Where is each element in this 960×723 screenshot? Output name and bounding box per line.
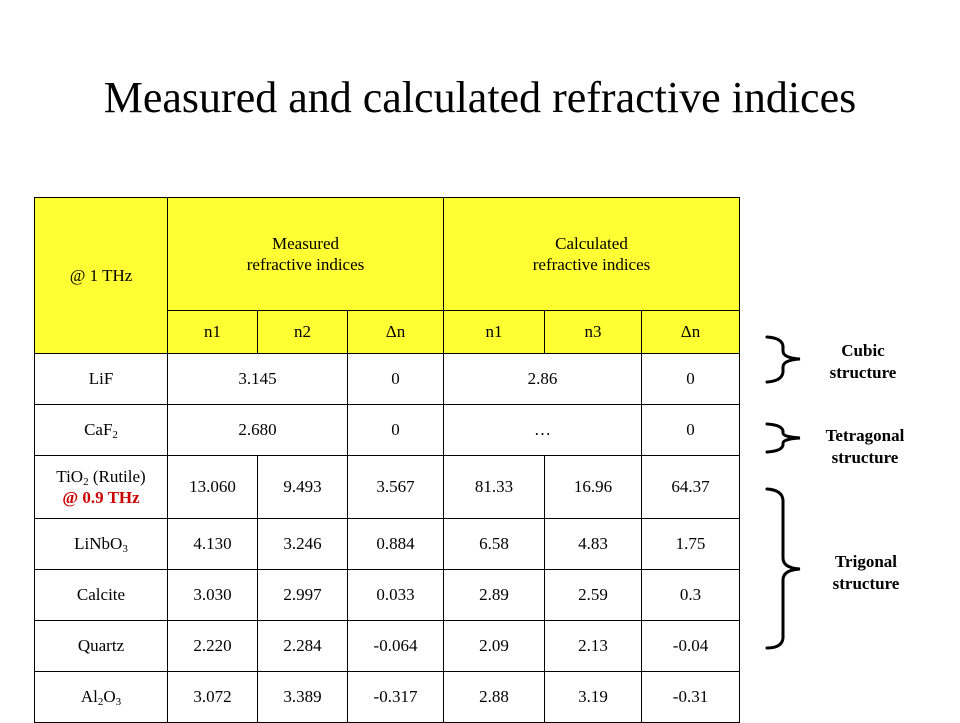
subheader-n3-calculated: n3	[544, 310, 642, 354]
subheader-delta-calculated: Δn	[641, 310, 740, 354]
refractive-index-table: @ 1 THz Measured refractive indices Calc…	[34, 197, 740, 723]
table-cell: 4.130	[167, 518, 258, 570]
material-name: Quartz	[34, 620, 168, 672]
table-cell: 13.060	[167, 455, 258, 519]
subheader-n1-measured: n1	[167, 310, 258, 354]
frequency-note: @ 0.9 THz	[62, 488, 140, 507]
calculated-value: …	[443, 404, 642, 456]
subheader-n2-measured: n2	[257, 310, 348, 354]
table-cell: 0.033	[347, 569, 444, 621]
table-cell: 2.09	[443, 620, 545, 672]
table-cell: 2.88	[443, 671, 545, 723]
material-name: CaF2	[34, 404, 168, 456]
calculated-value: 2.86	[443, 353, 642, 405]
calculated-delta: 0	[641, 353, 740, 405]
table-cell: 3.567	[347, 455, 444, 519]
table-cell: 0.884	[347, 518, 444, 570]
table-cell: -0.04	[641, 620, 740, 672]
table-cell: 2.59	[544, 569, 642, 621]
table-cell: 1.75	[641, 518, 740, 570]
trigonal-structure-label: Trigonal structure	[832, 552, 900, 593]
table-row: Al2O3 3.072 3.389 -0.317 2.88 3.19 -0.31	[34, 671, 740, 723]
table-cell: -0.064	[347, 620, 444, 672]
calculated-delta: 0	[641, 404, 740, 456]
table-row: LiF 3.145 0 2.86 0	[34, 353, 740, 405]
table-row: Calcite 3.030 2.997 0.033 2.89 2.59 0.3	[34, 569, 740, 621]
table-cell: 16.96	[544, 455, 642, 519]
corner-header: @ 1 THz	[34, 197, 168, 354]
table-row: TiO2 (Rutile) @ 0.9 THz 13.060 9.493 3.5…	[34, 455, 740, 519]
trigonal-brace-icon	[765, 487, 801, 650]
cubic-brace-icon	[765, 335, 801, 384]
calculated-header: Calculated refractive indices	[443, 197, 740, 311]
material-name: Al2O3	[34, 671, 168, 723]
measured-header: Measured refractive indices	[167, 197, 444, 311]
table-row: CaF2 2.680 0 … 0	[34, 404, 740, 456]
tetragonal-structure-label: Tetragonal structure	[825, 426, 905, 467]
table-cell: 3.19	[544, 671, 642, 723]
material-name: LiNbO3	[34, 518, 168, 570]
table-cell: 2.13	[544, 620, 642, 672]
table-cell: -0.317	[347, 671, 444, 723]
table-cell: -0.31	[641, 671, 740, 723]
table-cell: 3.030	[167, 569, 258, 621]
measured-delta: 0	[347, 353, 444, 405]
material-name: LiF	[34, 353, 168, 405]
measured-value: 3.145	[167, 353, 348, 405]
table-cell: 2.89	[443, 569, 545, 621]
table-cell: 2.997	[257, 569, 348, 621]
calculated-header-line2: refractive indices	[532, 255, 651, 274]
table-cell: 3.246	[257, 518, 348, 570]
subheader-delta-measured: Δn	[347, 310, 444, 354]
measured-delta: 0	[347, 404, 444, 456]
table-row: LiNbO3 4.130 3.246 0.884 6.58 4.83 1.75	[34, 518, 740, 570]
measured-header-line1: Measured	[271, 234, 340, 253]
table-cell: 9.493	[257, 455, 348, 519]
table-cell: 2.284	[257, 620, 348, 672]
tetragonal-brace-icon	[765, 422, 801, 454]
page-title: Measured and calculated refractive indic…	[103, 73, 857, 122]
table-cell: 0.3	[641, 569, 740, 621]
table-row: Quartz 2.220 2.284 -0.064 2.09 2.13 -0.0…	[34, 620, 740, 672]
subheader-n1-calculated: n1	[443, 310, 545, 354]
table-cell: 4.83	[544, 518, 642, 570]
table-cell: 3.389	[257, 671, 348, 723]
material-name: Calcite	[34, 569, 168, 621]
measured-header-line2: refractive indices	[246, 255, 365, 274]
table-cell: 81.33	[443, 455, 545, 519]
table-cell: 6.58	[443, 518, 545, 570]
table-cell: 3.072	[167, 671, 258, 723]
measured-value: 2.680	[167, 404, 348, 456]
table-cell: 64.37	[641, 455, 740, 519]
calculated-header-line1: Calculated	[555, 234, 628, 253]
table-cell: 2.220	[167, 620, 258, 672]
material-name: TiO2 (Rutile) @ 0.9 THz	[34, 455, 168, 519]
cubic-structure-label: Cubic structure	[829, 341, 897, 382]
